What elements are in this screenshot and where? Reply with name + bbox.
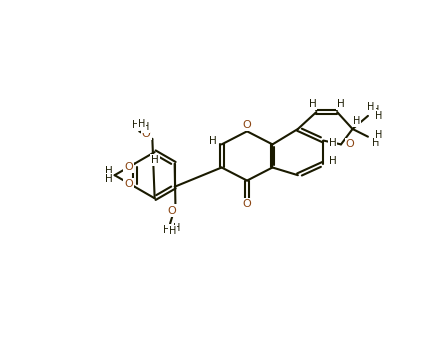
Text: H: H <box>105 174 112 184</box>
Text: H: H <box>367 102 375 112</box>
Text: O: O <box>124 162 133 172</box>
Text: O: O <box>346 140 355 149</box>
Text: H: H <box>375 130 382 140</box>
Text: H: H <box>308 99 316 109</box>
Text: O: O <box>243 200 251 210</box>
Text: H: H <box>209 135 216 146</box>
Text: H: H <box>375 111 382 121</box>
Text: O: O <box>167 206 176 216</box>
Text: H: H <box>132 120 139 130</box>
Text: H: H <box>162 225 170 235</box>
Text: O: O <box>243 120 251 130</box>
Text: H: H <box>372 105 379 115</box>
Text: H: H <box>169 226 176 236</box>
Text: H: H <box>329 156 337 166</box>
Text: H: H <box>105 166 112 176</box>
Text: O: O <box>142 129 150 140</box>
Text: O: O <box>124 179 133 189</box>
Text: H: H <box>353 116 360 126</box>
Text: H: H <box>329 138 337 148</box>
Text: H: H <box>142 122 149 132</box>
Text: H: H <box>151 155 158 165</box>
Text: H: H <box>372 138 379 148</box>
Text: H: H <box>172 222 180 233</box>
Text: H: H <box>138 119 145 129</box>
Text: H: H <box>337 99 345 109</box>
